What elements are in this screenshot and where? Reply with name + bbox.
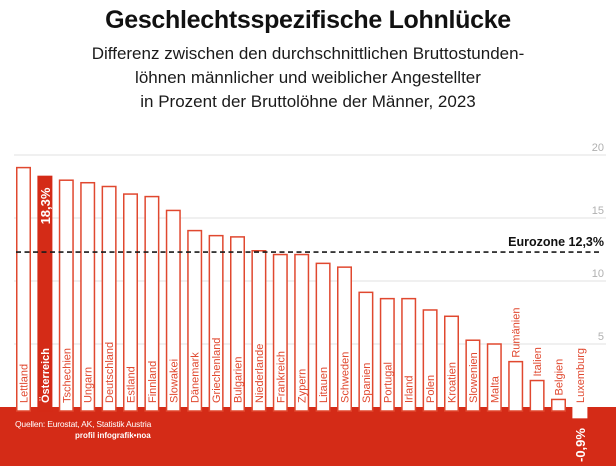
category-label: Bulgarien	[233, 357, 245, 403]
data-label: 18,3%	[38, 187, 53, 224]
category-label: Frankreich	[275, 351, 287, 403]
category-label: Österreich	[39, 348, 52, 403]
y-tick-label: 20	[592, 142, 604, 154]
category-label: Spanien	[361, 363, 373, 403]
chart-subtitle-line-1: Differenz zwischen den durchschnittliche…	[91, 44, 525, 63]
category-label: Slowakei	[168, 359, 180, 403]
bar	[294, 253, 310, 412]
category-label: Rumänien	[511, 307, 523, 357]
bar	[444, 315, 459, 412]
bar	[272, 253, 288, 412]
category-label: Dänemark	[190, 352, 202, 403]
y-tick-label: 10	[592, 268, 604, 280]
category-label: Kroatien	[447, 362, 459, 403]
bar	[187, 229, 203, 412]
category-label: Schweden	[340, 352, 352, 403]
bar	[401, 297, 417, 412]
bar	[572, 406, 588, 419]
y-tick-label: 5	[598, 331, 604, 343]
bar	[230, 236, 245, 412]
category-label: Malta	[489, 375, 501, 403]
bar	[16, 166, 31, 412]
data-label: -0,9%	[573, 428, 588, 462]
chart-subtitle-line-2: löhnen männlicher und weiblicher Angeste…	[135, 68, 481, 87]
category-label: Griechenland	[211, 338, 223, 403]
eurozone-reference-label: Eurozone 12,3%	[508, 235, 604, 249]
category-label: Finnland	[147, 361, 159, 403]
category-label: Ungarn	[83, 367, 95, 403]
category-label: Italien	[532, 347, 544, 376]
category-label: Litauen	[318, 367, 330, 403]
category-label: Lettland	[19, 364, 31, 403]
bar	[422, 309, 438, 412]
bar	[358, 291, 374, 412]
bar	[251, 250, 267, 412]
bar	[486, 343, 502, 412]
credit-note: profil infografik•noa	[75, 431, 151, 440]
category-label: Belgien	[554, 359, 566, 396]
bar	[80, 181, 96, 412]
category-label: Deutschland	[104, 342, 116, 403]
bar	[529, 379, 545, 412]
source-note: Quellen: Eurostat, AK, Statistik Austria	[15, 419, 152, 429]
y-tick-label: 15	[592, 205, 604, 217]
category-label: Niederlande	[254, 344, 266, 403]
bar	[144, 195, 160, 412]
footer-band	[0, 407, 616, 466]
bar	[58, 179, 74, 412]
bar	[123, 193, 138, 412]
category-label: Zypern	[297, 369, 309, 403]
category-label: Slowenien	[468, 352, 480, 403]
category-label: Estland	[126, 366, 138, 403]
bar	[465, 339, 481, 412]
category-label: Luxemburg	[575, 348, 587, 403]
bar	[165, 209, 181, 412]
chart-subtitle-line-3: in Prozent der Bruttolöhne der Männer, 2…	[140, 92, 476, 111]
chart-title: Geschlechtsspezifische Lohnlücke	[105, 6, 511, 34]
bar	[208, 234, 224, 412]
bar	[337, 266, 352, 412]
category-label: Irland	[404, 375, 416, 403]
bar	[551, 398, 566, 412]
bar	[37, 175, 53, 412]
category-label: Polen	[425, 375, 437, 403]
bar	[508, 360, 524, 412]
bar	[315, 262, 331, 412]
category-label: Tschechien	[61, 348, 73, 403]
bar	[101, 185, 117, 412]
category-label: Portugal	[382, 362, 394, 403]
bar	[379, 297, 395, 412]
